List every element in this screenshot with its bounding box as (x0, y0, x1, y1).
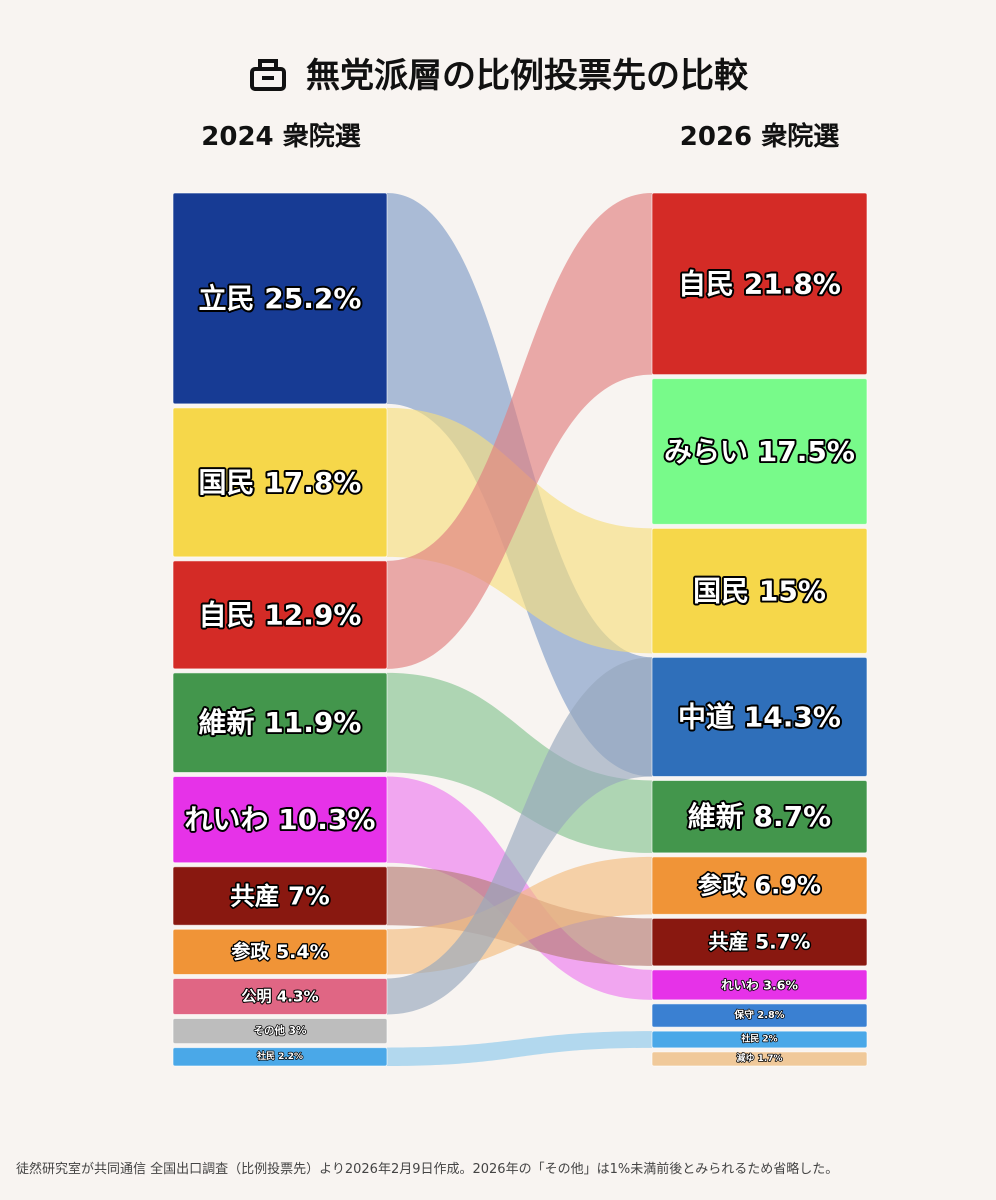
left-node-label: 国民 17.8% (199, 466, 362, 499)
flow-社民-to-社民 (387, 1031, 652, 1066)
right-node-label: 共産 5.7% (709, 930, 811, 954)
left-node-社民: 社民 2.2% (172, 1047, 388, 1067)
right-node-れいわ: れいわ 3.6% (651, 969, 868, 1001)
left-node-bar (172, 775, 388, 864)
right-node-bar (651, 1003, 868, 1028)
left-node-共産: 共産 7% (172, 866, 388, 926)
right-node-社民: 社民 2% (651, 1030, 868, 1049)
right-node-label: 維新 8.7% (688, 800, 831, 833)
flow-維新-to-維新 (387, 672, 652, 853)
left-node-参政: 参政 5.4% (172, 928, 388, 975)
right-node-label: 減ゆ 1.7% (736, 1052, 782, 1064)
left-node-bar (172, 1047, 388, 1067)
right-node-みらい: みらい 17.5% (651, 378, 868, 525)
left-node-立民: 立民 25.2% (172, 192, 388, 405)
right-node-bar (651, 1051, 868, 1067)
right-node-label: 社民 2% (740, 1033, 777, 1045)
left-node-公明: 公明 4.3% (172, 977, 388, 1015)
left-node-label: 自民 12.9% (199, 598, 362, 631)
page-title: 無党派層の比例投票先の比較 (306, 56, 748, 96)
source-note: 徒然研究室が共同通信 全国出口調査（比例投票先）より2026年2月9日作成。20… (16, 1162, 839, 1177)
left-node-label: 参政 5.4% (231, 940, 328, 963)
right-node-label: 自民 21.8% (678, 267, 841, 300)
right-node-bar (651, 1030, 868, 1049)
right-node-維新: 維新 8.7% (651, 779, 868, 854)
flow-公明-to-中道 (387, 657, 652, 1015)
ballot-box-icon (250, 58, 286, 91)
right-node-label: 国民 15% (693, 574, 826, 607)
left-node-label: 立民 25.2% (199, 282, 362, 315)
chart-title-row: 無党派層の比例投票先の比較 (0, 48, 996, 97)
right-node-自民: 自民 21.8% (651, 192, 868, 376)
left-node-bar (172, 1017, 388, 1045)
left-node-bar (172, 977, 388, 1015)
left-node-その他: その他 3% (172, 1017, 388, 1045)
right-node-国民: 国民 15% (651, 527, 868, 654)
left-node-れいわ: れいわ 10.3% (172, 775, 388, 864)
left-node-bar (172, 192, 388, 405)
right-node-参政: 参政 6.9% (651, 856, 868, 915)
right-node-bar (651, 527, 868, 654)
right-node-label: れいわ 3.6% (721, 977, 798, 992)
left-node-bar (172, 560, 388, 670)
right-node-中道: 中道 14.3% (651, 656, 868, 777)
left-node-label: れいわ 10.3% (185, 803, 376, 836)
left-node-自民: 自民 12.9% (172, 560, 388, 670)
left-node-bar (172, 928, 388, 975)
right-node-共産: 共産 5.7% (651, 917, 868, 967)
flow-自民-to-自民 (387, 193, 652, 669)
left-node-label: その他 3% (254, 1024, 307, 1037)
right-node-bar (651, 856, 868, 915)
left-node-bar (172, 407, 388, 558)
right-column-label: 2026 衆院選 (679, 122, 840, 152)
left-node-label: 公明 4.3% (241, 987, 318, 1005)
right-node-bar (651, 969, 868, 1001)
right-node-bar (651, 378, 868, 525)
right-node-減ゆ: 減ゆ 1.7% (651, 1051, 868, 1067)
left-node-bar (172, 672, 388, 773)
right-node-label: 保守 2.8% (733, 1008, 784, 1021)
flow-国民-to-国民 (387, 407, 652, 654)
right-node-bar (651, 779, 868, 854)
right-node-bar (651, 192, 868, 376)
left-node-bar (172, 866, 388, 926)
right-node-bar (651, 656, 868, 777)
left-node-label: 社民 2.2% (256, 1050, 303, 1062)
left-node-維新: 維新 11.9% (172, 672, 388, 773)
right-node-label: みらい 17.5% (664, 435, 855, 468)
left-column-label: 2024 衆院選 (201, 122, 361, 152)
flow-layer (387, 193, 652, 1066)
right-node-bar (651, 917, 868, 967)
right-node-保守: 保守 2.8% (651, 1003, 868, 1028)
left-node-label: 維新 11.9% (199, 706, 362, 739)
left-node-国民: 国民 17.8% (172, 407, 388, 558)
right-node-label: 参政 6.9% (698, 872, 821, 900)
left-node-label: 共産 7% (230, 881, 330, 910)
right-node-label: 中道 14.3% (678, 700, 841, 733)
